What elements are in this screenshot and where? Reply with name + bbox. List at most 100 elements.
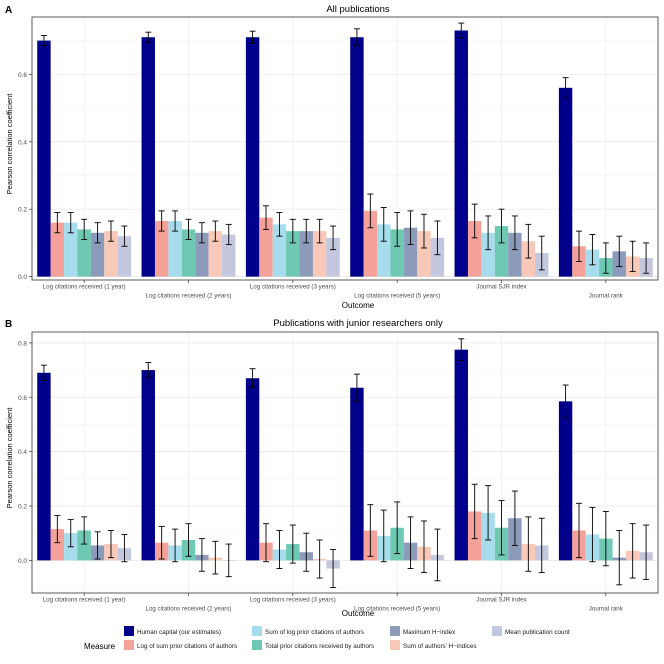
legend-items: Human capital (our estimates) Log of sum …	[124, 626, 570, 650]
bar-log_sum	[50, 529, 65, 561]
y-tick-label: 0.4	[18, 139, 27, 146]
panel-a-title: All publications	[326, 4, 390, 15]
panel-b-x-ticks: Log citations received (1 year) Log citat…	[43, 593, 624, 613]
bar-log_sum	[467, 220, 482, 277]
bar-total	[494, 226, 509, 277]
bar-total	[181, 229, 196, 277]
panel-a-plot-border	[31, 16, 659, 281]
x-tick-label: Log citations received (2 years)	[146, 293, 232, 300]
legend-label-log_sum: Log of sum prior citations of authors	[137, 643, 237, 650]
x-tick-label: Log citations received (3 years)	[250, 284, 336, 291]
bar-log_sum	[259, 217, 273, 277]
x-tick-label: Log citations received (1 year)	[43, 597, 126, 604]
x-tick-label: Journal rank	[589, 293, 624, 300]
bar-human	[37, 40, 51, 277]
panel-b-title: Publications with junior researchers onl…	[273, 318, 443, 329]
panel-a-y-ticks: 0.0 0.2 0.4 0.6	[18, 72, 32, 281]
legend-swatch-sum_log	[252, 626, 262, 636]
panel-a-x-ticks: Log citations received (1 year) Log citat…	[43, 280, 624, 300]
bar-sum_h	[521, 241, 536, 277]
bar-human	[245, 37, 260, 277]
bar-human	[245, 378, 260, 561]
legend-label-human: Human capital (our estimates)	[137, 629, 221, 636]
panel-b-error-bars	[40, 338, 650, 589]
bar-human	[558, 87, 573, 277]
panel-b-y-label: Pearson correlation coefficient	[5, 407, 14, 509]
bar-human	[350, 37, 364, 277]
bar-log_sum	[50, 222, 65, 277]
bar-max_h	[508, 232, 522, 277]
x-tick-label: Journal rank	[589, 606, 624, 613]
panel-b-x-label: Outcome	[342, 609, 375, 618]
panel-b-plot-border	[31, 331, 659, 594]
legend-label-max_h: Maximum H−index	[403, 629, 456, 636]
panel-a-bars	[37, 30, 653, 277]
legend-label-mean_pub: Mean publication count	[505, 629, 570, 636]
x-tick-label: Journal SJR index	[476, 284, 527, 291]
bar-mean_pub	[430, 237, 445, 277]
panel-a-plot-area	[32, 17, 658, 280]
legend-label-sum_log: Sum of log prior citations of authors	[265, 629, 364, 636]
legend-label-total: Total prior citations received by author…	[265, 643, 374, 650]
bar-sum_h	[208, 231, 223, 277]
bar-log_sum	[363, 210, 378, 277]
bar-log_sum	[154, 220, 169, 277]
bar-total	[286, 231, 300, 277]
bar-human	[141, 37, 155, 277]
y-tick-label: 0.6	[18, 72, 27, 79]
panel-b-gridlines	[32, 332, 658, 593]
panel-a-y-label: Pearson correlation coefficient	[5, 93, 14, 195]
panel-a: A All publications Pearson correlation c…	[5, 4, 659, 310]
bar-human	[558, 401, 573, 561]
panel-b-y-ticks: 0.0 0.2 0.4 0.6 0.8	[18, 340, 32, 565]
x-tick-label: Log citations received (1 year)	[43, 284, 126, 291]
y-tick-label: 0.0	[18, 558, 27, 565]
y-tick-label: 0.8	[18, 340, 27, 347]
panel-a-x-label: Outcome	[342, 301, 375, 310]
x-tick-label: Journal SJR index	[476, 597, 527, 604]
bar-human	[141, 370, 155, 561]
legend-swatch-sum_h	[390, 640, 400, 650]
y-tick-label: 0.0	[18, 274, 27, 281]
y-tick-label: 0.2	[18, 207, 27, 214]
bar-sum_h	[312, 231, 327, 277]
bar-sum_h	[417, 231, 431, 277]
panel-a-error-bars	[40, 22, 650, 274]
legend-title: Measure	[84, 642, 116, 651]
legend-swatch-total	[252, 640, 262, 650]
bar-sum_log	[168, 220, 182, 277]
legend-swatch-log_sum	[124, 640, 134, 650]
bar-sum_log	[481, 232, 495, 277]
bar-max_h	[90, 232, 105, 277]
panel-b-plot-area	[32, 332, 658, 593]
y-tick-label: 0.4	[18, 449, 27, 456]
bar-human	[454, 349, 468, 561]
bar-mean_pub	[326, 237, 340, 277]
bar-max_h	[299, 231, 313, 277]
bar-mean_pub	[222, 234, 236, 277]
bar-max_h	[403, 227, 418, 277]
panel-b-label: B	[5, 319, 12, 330]
bar-total	[390, 229, 404, 277]
bar-sum_log	[272, 224, 287, 277]
legend-swatch-mean_pub	[492, 626, 502, 636]
bar-sum_h	[104, 231, 118, 277]
y-tick-label: 0.2	[18, 504, 27, 511]
x-tick-label: Log citations received (2 years)	[146, 606, 232, 613]
panel-b: B Publications with junior researchers o…	[5, 318, 659, 618]
x-tick-label: Log citations received (5 years)	[354, 606, 440, 613]
legend: Measure Human capital (our estimates) Log…	[84, 626, 570, 651]
legend-label-sum_h: Sum of authors' H−indices	[403, 643, 476, 650]
bar-total	[77, 229, 91, 277]
panel-a-label: A	[5, 5, 12, 16]
x-tick-label: Log citations received (5 years)	[354, 293, 440, 300]
x-tick-label: Log citations received (3 years)	[250, 597, 336, 604]
legend-swatch-human	[124, 626, 134, 636]
bar-human	[454, 30, 468, 277]
bar-sum_log	[64, 222, 78, 277]
bar-total	[77, 530, 91, 561]
legend-swatch-max_h	[390, 626, 400, 636]
bar-human	[37, 372, 51, 561]
y-tick-label: 0.6	[18, 395, 27, 402]
